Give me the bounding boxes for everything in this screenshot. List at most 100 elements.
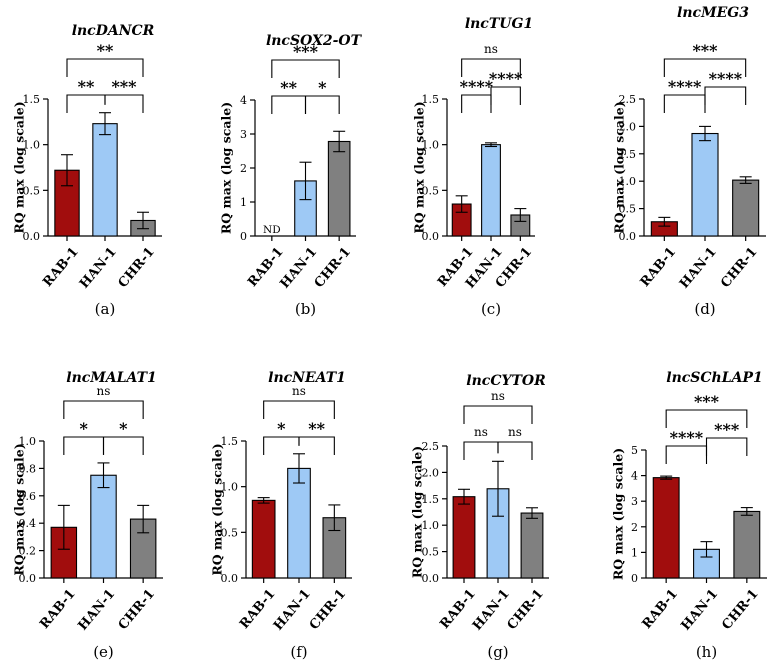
bar-rab-1: [251, 499, 276, 579]
significance-label: **: [97, 41, 114, 60]
y-tick-label: 0.0: [19, 572, 37, 585]
y-tick-label: 4: [631, 470, 638, 483]
chart-title: lncNEAT1: [268, 370, 346, 386]
chart-panel-d: lncMEG3 RQ max (log scale)0.0 0.5 1.0 1.5 2.0…: [612, 5, 766, 318]
x-tick-label: HAN-1: [76, 587, 119, 634]
y-tick-label: 0.6: [19, 490, 37, 503]
significance-label: ****: [460, 77, 494, 96]
y-tick-label: 0.8: [19, 462, 37, 475]
significance-bracket: [463, 405, 533, 424]
y-tick-label: 2.5: [619, 93, 637, 106]
panel-label: (b): [295, 300, 316, 318]
y-tick-label: 1.5: [422, 93, 440, 106]
significance-label: ns: [97, 384, 111, 398]
significance-label: ****: [668, 77, 702, 96]
significance-bracket: [663, 94, 706, 113]
significance-bracket: [461, 58, 521, 77]
panel-label: (f): [290, 643, 307, 661]
y-tick-label: 0.0: [23, 230, 41, 243]
y-axis-label: RQ max (log scale): [12, 101, 27, 233]
significance-bracket: [461, 94, 492, 113]
y-axis-label: RQ max (log scale): [410, 446, 425, 578]
significance-label: *: [318, 78, 327, 97]
y-tick-label: 2: [240, 162, 247, 175]
chart-panel-h: lncSChLAP1 RQ max (log scale) 0 1 2 3 4 5 RAB-1H…: [611, 370, 767, 661]
chart-title: lncSOX2-OT: [266, 33, 363, 49]
x-tick-label: HAN-1: [77, 245, 120, 292]
significance-label: *: [79, 419, 88, 438]
y-axis-label: RQ max (log scale): [219, 102, 234, 234]
significance-bracket: [490, 86, 521, 105]
x-tick-label: RAB-1: [640, 587, 681, 632]
bar-rab-1: [452, 496, 476, 579]
significance-label: **: [78, 77, 95, 96]
y-tick-label: 0.5: [422, 546, 440, 559]
y-tick-label: 0.4: [19, 517, 37, 530]
panel-label: (e): [93, 643, 114, 661]
panel-label: (c): [481, 300, 501, 318]
x-tick-label: RAB-1: [638, 245, 679, 290]
significance-label: ****: [670, 428, 704, 447]
y-tick-label: 0.5: [221, 526, 239, 539]
y-tick-label: 1.5: [619, 148, 637, 161]
y-tick-label: 0.2: [19, 545, 37, 558]
x-tick-label: CHR-1: [505, 587, 547, 633]
significance-label: **: [308, 419, 325, 438]
significance-label: ns: [484, 42, 498, 56]
significance-bracket: [66, 94, 106, 113]
y-tick-label: 0.5: [619, 203, 637, 216]
significance-label: ***: [694, 392, 720, 411]
significance-label: *: [119, 419, 128, 438]
bar-chr-1: [732, 179, 760, 237]
y-tick-label: 2.5: [422, 440, 440, 453]
x-tick-label: CHR-1: [718, 245, 760, 291]
significance-label: ns: [508, 425, 522, 439]
y-tick-label: 1.0: [23, 139, 41, 152]
panel-label: (h): [696, 643, 717, 661]
significance-bracket: [298, 436, 335, 455]
significance-bracket: [665, 409, 748, 428]
x-tick-label: HAN-1: [278, 245, 321, 292]
bar-han-1: [92, 123, 118, 237]
x-tick-label: CHR-1: [307, 587, 349, 633]
chart-title: lncTUG1: [465, 16, 533, 32]
chart-panel-e: lncMALAT1 RQ max (log scale)0.0 0.2 0.4 0.6 0…: [12, 370, 163, 661]
x-tick-label: CHR-1: [116, 245, 158, 291]
significance-bracket: [663, 58, 747, 77]
chart-panel-g: lncCYTOR RQ max (log scale)0.0 0.5 1.0 1.5 2.…: [410, 373, 549, 661]
y-tick-label: 3: [240, 128, 247, 141]
y-tick-label: 0.0: [619, 230, 637, 243]
y-tick-label: 1: [240, 196, 247, 209]
y-tick-label: 1: [631, 546, 638, 559]
y-tick-label: 1.0: [221, 481, 239, 494]
significance-label: ns: [491, 389, 505, 403]
significance-label: ****: [709, 69, 743, 88]
y-tick-label: 5: [631, 444, 638, 457]
bar-chr-1: [733, 510, 761, 579]
y-tick-label: 2.0: [422, 466, 440, 479]
x-tick-label: HAN-1: [677, 245, 720, 292]
chart-title: lncCYTOR: [466, 373, 545, 389]
panel-label: (d): [694, 300, 715, 318]
y-tick-label: 0.0: [422, 230, 440, 243]
significance-bracket: [704, 86, 747, 105]
significance-label: ***: [714, 420, 740, 439]
bar-chr-1: [520, 512, 544, 579]
y-tick-label: 0.0: [422, 572, 440, 585]
significance-bracket: [263, 400, 335, 419]
significance-label: ns: [292, 384, 306, 398]
chart-title: lncSChLAP1: [666, 370, 762, 386]
y-tick-label: 1.0: [619, 175, 637, 188]
significance-bracket: [271, 59, 340, 78]
y-tick-label: 0: [631, 572, 638, 585]
y-tick-label: 1.5: [23, 93, 41, 106]
significance-label: ****: [489, 69, 523, 88]
significance-bracket: [66, 58, 144, 77]
chart-title: lncDANCR: [72, 23, 155, 39]
y-tick-label: 2: [631, 521, 638, 534]
y-axis-label: RQ max (log scale): [611, 448, 626, 580]
panel-label: (g): [487, 643, 508, 661]
x-tick-label: CHR-1: [312, 245, 354, 291]
